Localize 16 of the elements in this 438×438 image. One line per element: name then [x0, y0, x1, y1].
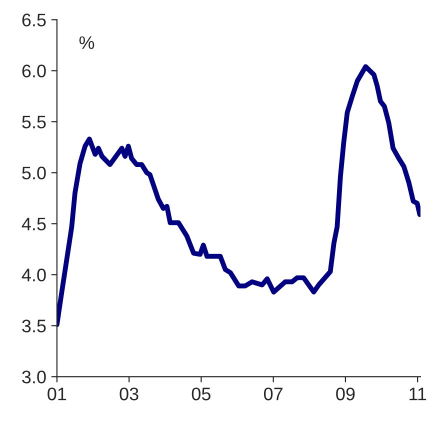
x-tick-label: 01 — [48, 388, 66, 400]
x-tick-label: 05 — [192, 388, 210, 400]
x-tick-label: 07 — [264, 388, 282, 400]
y-tick-label: 4.0 — [22, 268, 46, 282]
y-tick-label: 6.5 — [22, 14, 46, 26]
y-tick-label: 5.0 — [22, 166, 46, 180]
y-tick-label: 3.5 — [22, 320, 46, 332]
y-axis-title: % — [79, 36, 94, 49]
y-tick-label: 3.0 — [22, 370, 46, 384]
line-series — [56, 64, 420, 328]
x-tick-label: 09 — [336, 388, 355, 400]
x-tick-label: 03 — [120, 388, 138, 400]
y-tick-label: 6.0 — [22, 64, 46, 78]
x-tick-label: 11 — [410, 388, 426, 400]
y-tick-label: 5.5 — [22, 116, 46, 128]
y-tick-label: 4.5 — [22, 218, 46, 230]
